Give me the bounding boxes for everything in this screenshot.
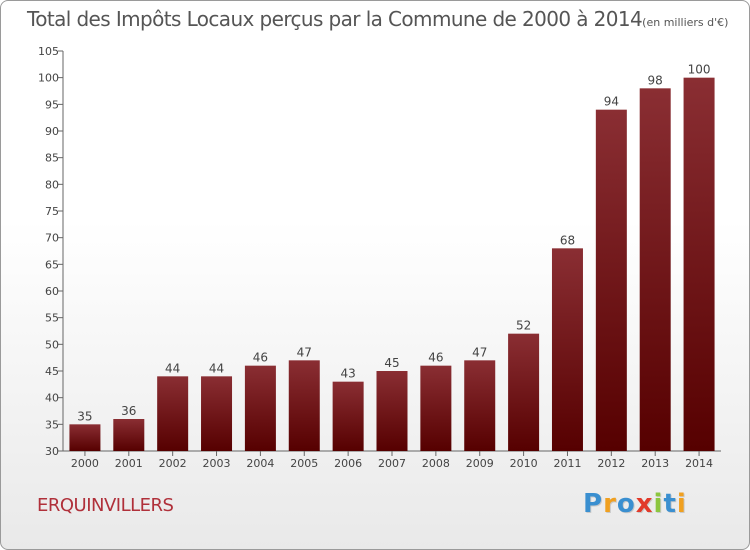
y-axis: 30 35 40 45 50 55 60 65 70 75 80 85 90 95 100 105 <box>38 45 64 458</box>
x-tick-label-2002: 2002 <box>159 457 187 470</box>
y-tick-label: 95 <box>45 98 59 111</box>
bar-2001 <box>113 419 145 451</box>
data-label-2003: 44 <box>209 361 224 375</box>
logo-letter-0: P <box>583 489 604 519</box>
data-label-2014: 100 <box>688 63 711 77</box>
x-tick-label-2010: 2010 <box>510 457 538 470</box>
x-tick-label-2000: 2000 <box>71 457 99 470</box>
x-tick-label-2008: 2008 <box>422 457 450 470</box>
title-unit: (en milliers d'€) <box>642 16 729 29</box>
data-label-2004: 46 <box>253 351 268 365</box>
logo-letter-2: o <box>616 489 636 519</box>
data-label-2002: 44 <box>165 361 180 375</box>
x-tick-label-2009: 2009 <box>466 457 494 470</box>
title-text: Total des Impôts Locaux perçus par la Co… <box>27 7 643 31</box>
x-tick-label-2006: 2006 <box>334 457 362 470</box>
data-label-2009: 47 <box>472 345 487 359</box>
bar-2010 <box>508 333 540 451</box>
y-tick-label: 65 <box>45 258 59 271</box>
data-label-2013: 98 <box>648 73 663 87</box>
bar-2012 <box>595 109 627 452</box>
y-tick-label: 85 <box>45 152 59 165</box>
y-tick-label: 55 <box>45 312 59 325</box>
x-tick-label-2001: 2001 <box>115 457 143 470</box>
y-tick-label: 50 <box>45 338 59 351</box>
y-tick-label: 80 <box>45 178 59 191</box>
bars <box>69 77 715 452</box>
x-tick-label-2003: 2003 <box>203 457 231 470</box>
x-tick-label-2011: 2011 <box>553 457 581 470</box>
bar-2009 <box>464 360 496 451</box>
y-tick-label: 90 <box>45 125 59 138</box>
data-label-2006: 43 <box>340 367 355 381</box>
x-tick-label-2013: 2013 <box>641 457 669 470</box>
x-tick-label-2012: 2012 <box>597 457 625 470</box>
bar-2003 <box>201 376 233 451</box>
x-tick-label-2007: 2007 <box>378 457 406 470</box>
data-label-2005: 47 <box>297 345 312 359</box>
logo-letter-5: t <box>663 489 677 519</box>
data-label-2012: 94 <box>604 95 619 109</box>
bar-2011 <box>551 248 583 451</box>
bar-2002 <box>157 376 189 451</box>
bar-2007 <box>376 371 408 451</box>
data-label-2001: 36 <box>121 404 136 418</box>
bar-2006 <box>332 381 364 451</box>
y-tick-label: 75 <box>45 205 59 218</box>
bar-2000 <box>69 424 101 451</box>
y-tick-label: 70 <box>45 232 59 245</box>
data-label-2011: 68 <box>560 233 575 247</box>
y-tick-label: 60 <box>45 285 59 298</box>
logo-letter-1: r <box>603 489 617 519</box>
chart-title: Total des Impôts Locaux perçus par la Co… <box>27 7 728 31</box>
data-label-2008: 46 <box>428 351 443 365</box>
data-labels: 35 36 44 44 46 47 43 45 46 47 52 68 94 98 100 <box>77 63 710 424</box>
y-tick-label: 105 <box>38 45 59 58</box>
y-tick-label: 40 <box>45 392 59 405</box>
bar-2008 <box>420 365 452 451</box>
proxiti-logo: Proxiti <box>583 489 687 519</box>
y-tick-label: 30 <box>45 445 59 458</box>
x-axis: 2000 2001 2002 2003 2004 2005 2006 2007 2008 2009… <box>63 450 721 470</box>
bar-2013 <box>639 88 671 451</box>
data-label-2007: 45 <box>384 356 399 370</box>
y-tick-label: 45 <box>45 365 59 378</box>
y-tick-label: 100 <box>38 72 59 85</box>
bar-2014 <box>683 77 715 452</box>
logo-letter-4: i <box>653 489 664 519</box>
x-tick-label-2005: 2005 <box>290 457 318 470</box>
bar-2005 <box>288 360 320 451</box>
logo-letter-6: i <box>676 489 687 519</box>
data-label-2010: 52 <box>516 319 531 333</box>
data-label-2000: 35 <box>77 409 92 423</box>
x-tick-label-2014: 2014 <box>685 457 713 470</box>
x-tick-label-2004: 2004 <box>246 457 274 470</box>
bar-2004 <box>244 365 276 451</box>
logo-letter-3: x <box>635 489 654 519</box>
commune-name: ERQUINVILLERS <box>37 495 174 516</box>
y-tick-label: 35 <box>45 418 59 431</box>
